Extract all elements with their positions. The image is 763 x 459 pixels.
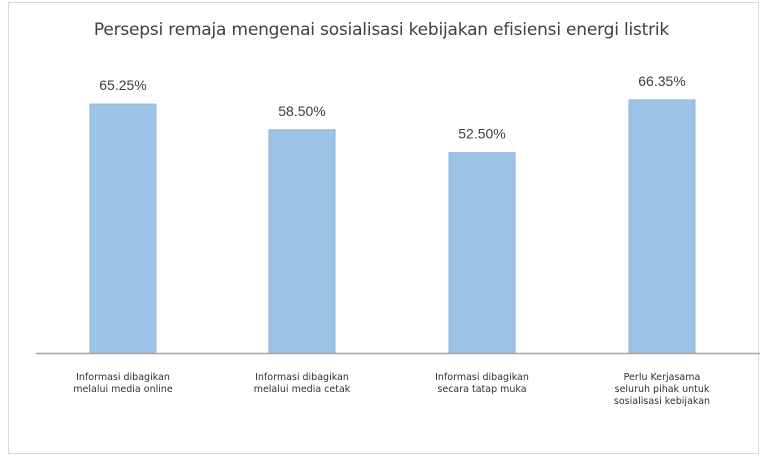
- category-label-2: Informasi dibagikan melalui media cetak: [254, 372, 351, 395]
- category-label-3: Informasi dibagikan secara tatap muka: [435, 372, 529, 395]
- category-label-4: Perlu Kerjasama seluruh pihak untuk sosial…: [614, 372, 710, 407]
- category-label-1: Informasi dibagikan melalui media online: [73, 372, 173, 395]
- data-label-1: 65.25%: [99, 77, 146, 93]
- bar-1: [89, 103, 157, 354]
- bar-2: [268, 129, 336, 354]
- bar-4: [628, 99, 696, 354]
- bar-3: [448, 152, 516, 354]
- data-label-3: 52.50%: [458, 126, 505, 142]
- data-label-2: 58.50%: [278, 103, 325, 119]
- data-label-4: 66.35%: [638, 73, 685, 89]
- chart-title: Persepsi remaja mengenai sosialisasi keb…: [93, 20, 670, 40]
